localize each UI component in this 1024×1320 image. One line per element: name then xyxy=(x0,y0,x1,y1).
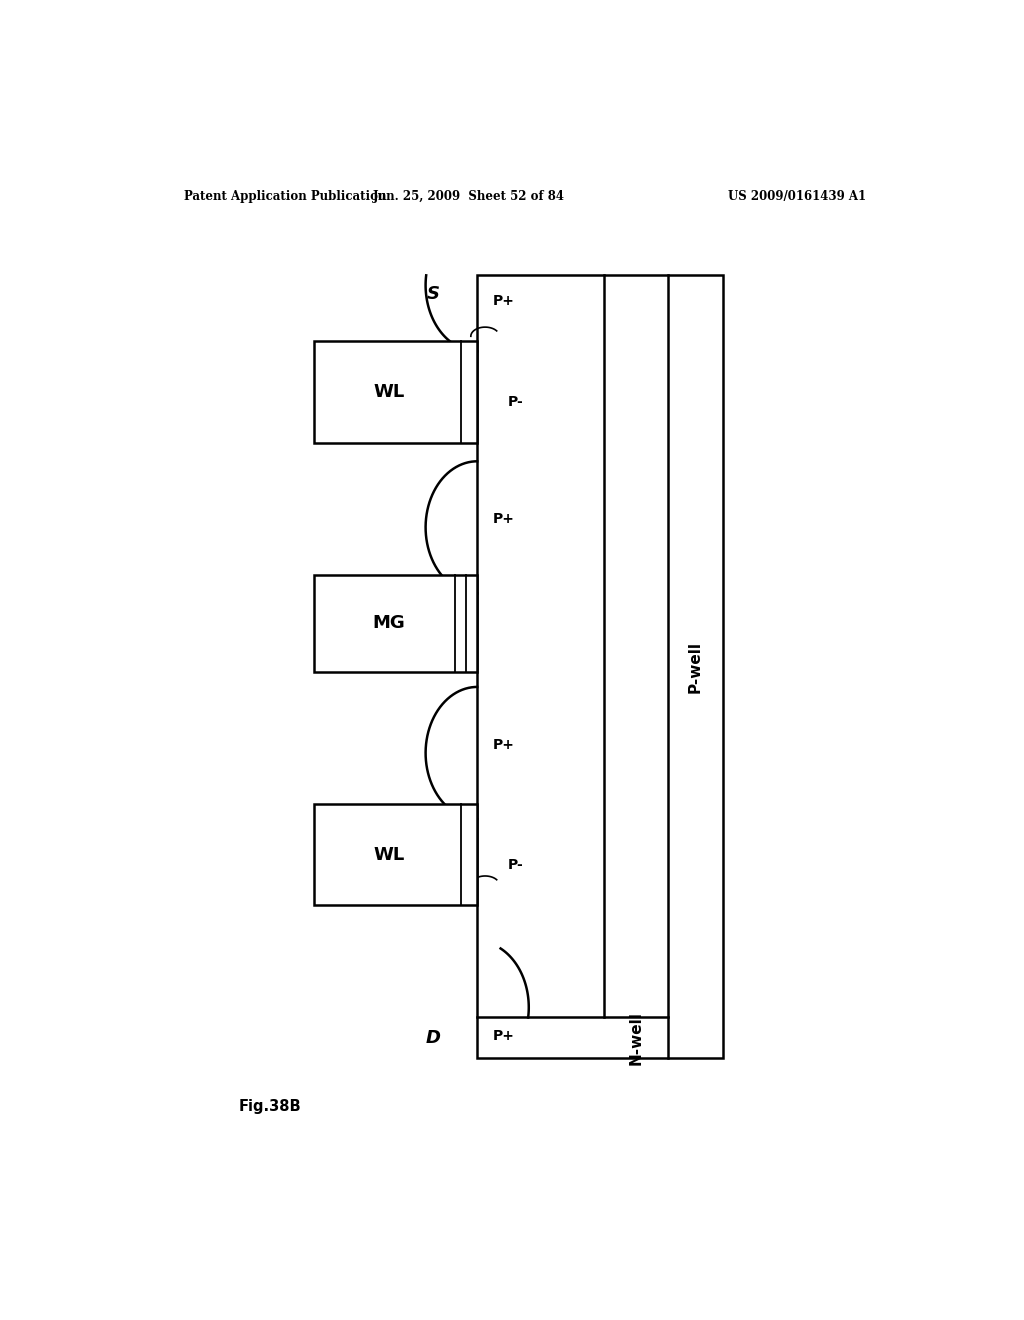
Text: P+: P+ xyxy=(494,293,515,308)
Text: WL: WL xyxy=(374,846,404,863)
Text: P+: P+ xyxy=(494,512,515,527)
Text: N-well: N-well xyxy=(629,1011,643,1064)
Bar xyxy=(314,804,477,906)
Text: WL: WL xyxy=(374,383,404,401)
Text: D: D xyxy=(426,1028,441,1047)
Text: P-well: P-well xyxy=(688,640,702,693)
Bar xyxy=(314,576,477,672)
Text: MG: MG xyxy=(373,614,406,632)
Text: S: S xyxy=(427,285,440,302)
Text: P+: P+ xyxy=(494,738,515,752)
Text: Jun. 25, 2009  Sheet 52 of 84: Jun. 25, 2009 Sheet 52 of 84 xyxy=(373,190,565,202)
Bar xyxy=(314,342,477,444)
Bar xyxy=(477,276,723,1057)
Text: Patent Application Publication: Patent Application Publication xyxy=(183,190,386,202)
Text: P-: P- xyxy=(507,395,523,409)
Text: Fig.38B: Fig.38B xyxy=(240,1100,302,1114)
Text: P-: P- xyxy=(507,858,523,871)
Text: US 2009/0161439 A1: US 2009/0161439 A1 xyxy=(728,190,866,202)
Text: P+: P+ xyxy=(494,1028,515,1043)
